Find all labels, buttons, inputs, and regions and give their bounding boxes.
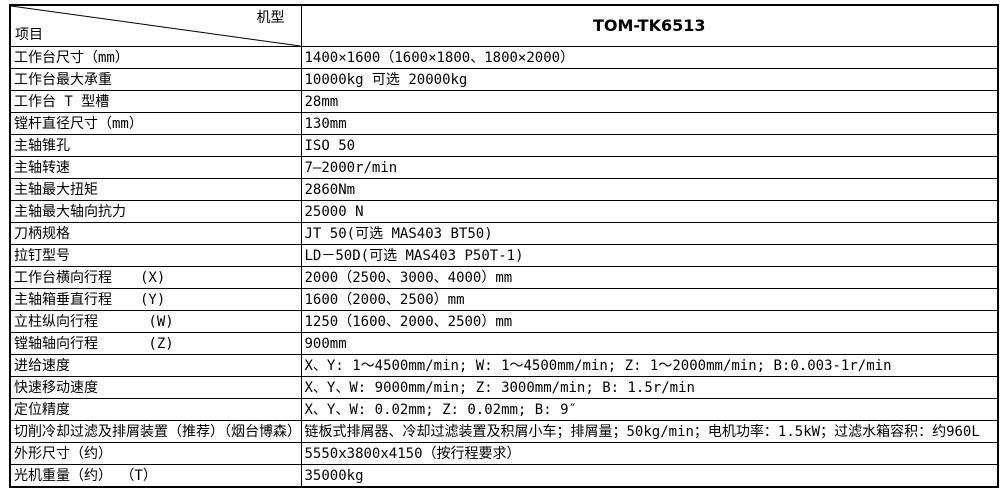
- table-row: 主轴箱垂直行程 (Y) 1600（2000、2500）mm: [9, 288, 999, 311]
- spec-value: 链板式排屑器、冷却过滤装置及积屑小车；排屑量；50kg/min；电机功率：1.5…: [300, 420, 999, 443]
- header-item-axis-label: 项目: [15, 27, 43, 43]
- spec-value: 28mm: [300, 90, 999, 113]
- spec-label: 工作台 T 型槽: [9, 90, 302, 113]
- spec-value: 10000kg 可选 20000kg: [300, 68, 999, 91]
- spec-value: X、Y: 1～4500mm/min; W: 1～4500mm/min; Z: 1…: [300, 354, 999, 377]
- spec-value: 25000 N: [300, 200, 999, 223]
- table-row: 主轴转速 7—2000r/min: [9, 156, 999, 179]
- table-row: 镗轴轴向行程 (Z) 900mm: [9, 332, 999, 355]
- spec-label: 主轴最大轴向抗力: [9, 200, 302, 223]
- table-row: 主轴最大扭矩 2860Nm: [9, 178, 999, 201]
- table-row: 立柱纵向行程 (W) 1250（1600、2000、2500）mm: [9, 310, 999, 333]
- table-row: 工作台 T 型槽 28mm: [9, 90, 999, 113]
- spec-label: 主轴箱垂直行程 (Y): [9, 288, 302, 311]
- spec-value: 1400×1600（1600×1800、1800×2000）: [300, 46, 999, 69]
- spec-value: 35000kg: [300, 464, 999, 488]
- spec-label: 拉钉型号: [9, 244, 302, 267]
- spec-label: 光机重量（约） （T）: [9, 464, 302, 488]
- spec-label: 工作台横向行程 (X): [9, 266, 302, 289]
- header-model-axis-label: 机型: [256, 10, 285, 26]
- spec-label: 主轴锥孔: [9, 134, 302, 157]
- spec-label: 进给速度: [9, 354, 302, 377]
- spec-value: X、Y、W: 0.02mm; Z: 0.02mm; B: 9″: [300, 398, 999, 421]
- spec-label: 工作台尺寸（mm）: [9, 46, 302, 69]
- spec-value: X、Y、W: 9000mm/min; Z: 3000mm/min; B: 1.5…: [300, 376, 999, 399]
- header-model-name: TOM-TK6513: [300, 4, 999, 47]
- table-row: 外形尺寸（约） 5550x3800x4150（按行程要求）: [9, 442, 999, 465]
- spec-label: 刀柄规格: [9, 222, 302, 245]
- spec-label: 主轴最大扭矩: [9, 178, 302, 201]
- spec-label: 切削冷却过滤及排屑装置（推荐）（烟台博森）: [9, 420, 302, 443]
- spec-value: 2000（2500、3000、4000）mm: [300, 266, 999, 289]
- table-row: 主轴锥孔 ISO 50: [9, 134, 999, 157]
- diagonal-divider-line: [11, 6, 301, 46]
- table-row: 工作台横向行程 (X) 2000（2500、3000、4000）mm: [9, 266, 999, 289]
- spec-value: LD－50D(可选 MAS403 P50T-1): [300, 244, 999, 267]
- spec-value: JT 50(可选 MAS403 BT50): [300, 222, 999, 245]
- table-row: 光机重量（约） （T） 35000kg: [9, 464, 999, 488]
- table-row: 镗杆直径尺寸（mm） 130mm: [9, 112, 999, 135]
- table-row: 快速移动速度 X、Y、W: 9000mm/min; Z: 3000mm/min; …: [9, 376, 999, 399]
- table-row: 工作台最大承重 10000kg 可选 20000kg: [9, 68, 999, 91]
- spec-value: 7—2000r/min: [300, 156, 999, 179]
- table-row: 进给速度 X、Y: 1～4500mm/min; W: 1～4500mm/min; …: [9, 354, 999, 377]
- spec-value: ISO 50: [300, 134, 999, 157]
- spec-value: 1250（1600、2000、2500）mm: [300, 310, 999, 333]
- spec-value: 900mm: [300, 332, 999, 355]
- table-row: 切削冷却过滤及排屑装置（推荐）（烟台博森） 链板式排屑器、冷却过滤装置及积屑小车；…: [9, 420, 999, 443]
- table-header-row: 机型 项目 TOM-TK6513: [9, 4, 999, 47]
- spec-label: 立柱纵向行程 (W): [9, 310, 302, 333]
- table-row: 刀柄规格 JT 50(可选 MAS403 BT50): [9, 222, 999, 245]
- spec-label: 工作台最大承重: [9, 68, 302, 91]
- table-row: 定位精度 X、Y、W: 0.02mm; Z: 0.02mm; B: 9″: [9, 398, 999, 421]
- spec-label: 外形尺寸（约）: [9, 442, 302, 465]
- table-row: 拉钉型号 LD－50D(可选 MAS403 P50T-1): [9, 244, 999, 267]
- table-row: 主轴最大轴向抗力 25000 N: [9, 200, 999, 223]
- spec-label: 镗杆直径尺寸（mm）: [9, 112, 302, 135]
- spec-label: 主轴转速: [9, 156, 302, 179]
- spec-table: 机型 项目 TOM-TK6513 工作台尺寸（mm） 1400×1600（1600…: [9, 4, 999, 488]
- spec-label: 镗轴轴向行程 (Z): [9, 332, 302, 355]
- spec-value: 1600（2000、2500）mm: [300, 288, 999, 311]
- header-corner-cell: 机型 项目: [9, 4, 302, 47]
- spec-value: 2860Nm: [300, 178, 999, 201]
- spec-label: 定位精度: [9, 398, 302, 421]
- table-row: 工作台尺寸（mm） 1400×1600（1600×1800、1800×2000）: [9, 46, 999, 69]
- spec-value: 5550x3800x4150（按行程要求）: [300, 442, 999, 465]
- spec-label: 快速移动速度: [9, 376, 302, 399]
- spec-table-body: 工作台尺寸（mm） 1400×1600（1600×1800、1800×2000）工…: [9, 46, 999, 488]
- spec-value: 130mm: [300, 112, 999, 135]
